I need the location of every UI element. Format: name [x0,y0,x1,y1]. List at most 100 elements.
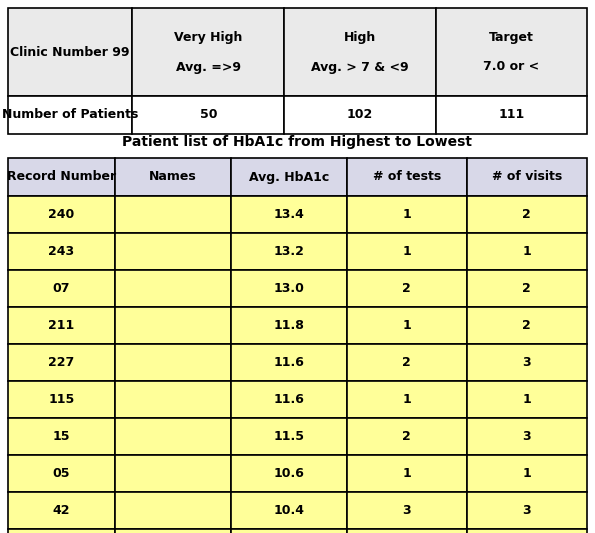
Text: 2: 2 [522,319,531,332]
Text: 13.2: 13.2 [273,245,304,258]
Bar [8,233,115,270]
Bar [8,307,115,344]
Text: 3: 3 [522,356,531,369]
Bar [231,455,347,492]
Text: 1: 1 [402,467,411,480]
Bar [8,8,133,96]
Text: 1: 1 [402,393,411,406]
Bar [115,418,231,455]
Text: 2: 2 [522,282,531,295]
Text: 115: 115 [48,393,75,406]
Bar [8,96,133,134]
Text: 1: 1 [402,319,411,332]
Bar [231,344,347,381]
Bar [8,344,115,381]
Bar [8,455,115,492]
Text: 1: 1 [522,393,531,406]
Text: 111: 111 [499,109,525,122]
Bar [347,381,466,418]
Bar [284,8,436,96]
Bar [115,455,231,492]
Bar [115,270,231,307]
Bar [115,307,231,344]
Bar [347,492,466,529]
Bar [133,96,284,134]
Bar [284,96,436,134]
Text: 11.8: 11.8 [273,319,304,332]
Bar [466,492,587,529]
Bar [115,233,231,270]
Text: 50: 50 [199,109,217,122]
Text: Number of Patients: Number of Patients [2,109,139,122]
Text: 3: 3 [522,504,531,517]
Text: 11.5: 11.5 [273,430,304,443]
Bar [466,233,587,270]
Text: 10.6: 10.6 [273,467,304,480]
Bar [115,492,231,529]
Text: 2: 2 [402,356,411,369]
Bar [466,381,587,418]
Bar [347,307,466,344]
Bar [231,381,347,418]
Text: 15: 15 [53,430,70,443]
Text: 3: 3 [402,504,411,517]
Bar [466,307,587,344]
Text: Clinic Number 99: Clinic Number 99 [11,45,130,59]
Bar [347,455,466,492]
Text: 07: 07 [53,282,70,295]
Text: 1: 1 [522,245,531,258]
Bar [231,529,347,533]
Bar [231,492,347,529]
Bar [466,455,587,492]
Text: Avg. HbA1c: Avg. HbA1c [249,171,329,183]
Bar [347,158,466,196]
Bar [8,492,115,529]
Bar [8,381,115,418]
Text: High

Avg. > 7 & <9: High Avg. > 7 & <9 [311,30,409,74]
Text: 42: 42 [53,504,70,517]
Bar [8,158,115,196]
Bar [466,344,587,381]
Text: 211: 211 [48,319,75,332]
Bar [115,381,231,418]
Text: 05: 05 [53,467,70,480]
Bar [466,158,587,196]
Bar [231,233,347,270]
Bar [466,529,587,533]
Bar [231,418,347,455]
Bar [8,418,115,455]
Text: Target

7.0 or <: Target 7.0 or < [483,30,540,74]
Bar [347,196,466,233]
Bar [466,418,587,455]
Bar [8,196,115,233]
Text: 227: 227 [48,356,75,369]
Bar [347,270,466,307]
Bar [347,233,466,270]
Text: 13.0: 13.0 [273,282,304,295]
Bar [231,158,347,196]
Text: 2: 2 [522,208,531,221]
Bar [347,529,466,533]
Bar [231,307,347,344]
Text: # of tests: # of tests [372,171,441,183]
Text: Record Number: Record Number [7,171,116,183]
Text: # of visits: # of visits [491,171,562,183]
Bar [133,8,284,96]
Bar [436,8,587,96]
Text: 13.4: 13.4 [273,208,304,221]
Text: 3: 3 [522,430,531,443]
Text: 11.6: 11.6 [273,393,304,406]
Bar [115,196,231,233]
Bar [466,196,587,233]
Bar [8,529,115,533]
Text: 2: 2 [402,282,411,295]
Text: 2: 2 [402,430,411,443]
Text: 1: 1 [402,245,411,258]
Bar [115,158,231,196]
Text: Patient list of HbA1c from Highest to Lowest: Patient list of HbA1c from Highest to Lo… [123,135,472,149]
Text: 1: 1 [402,208,411,221]
Text: 11.6: 11.6 [273,356,304,369]
Bar [115,529,231,533]
Text: 240: 240 [48,208,75,221]
Bar [231,196,347,233]
